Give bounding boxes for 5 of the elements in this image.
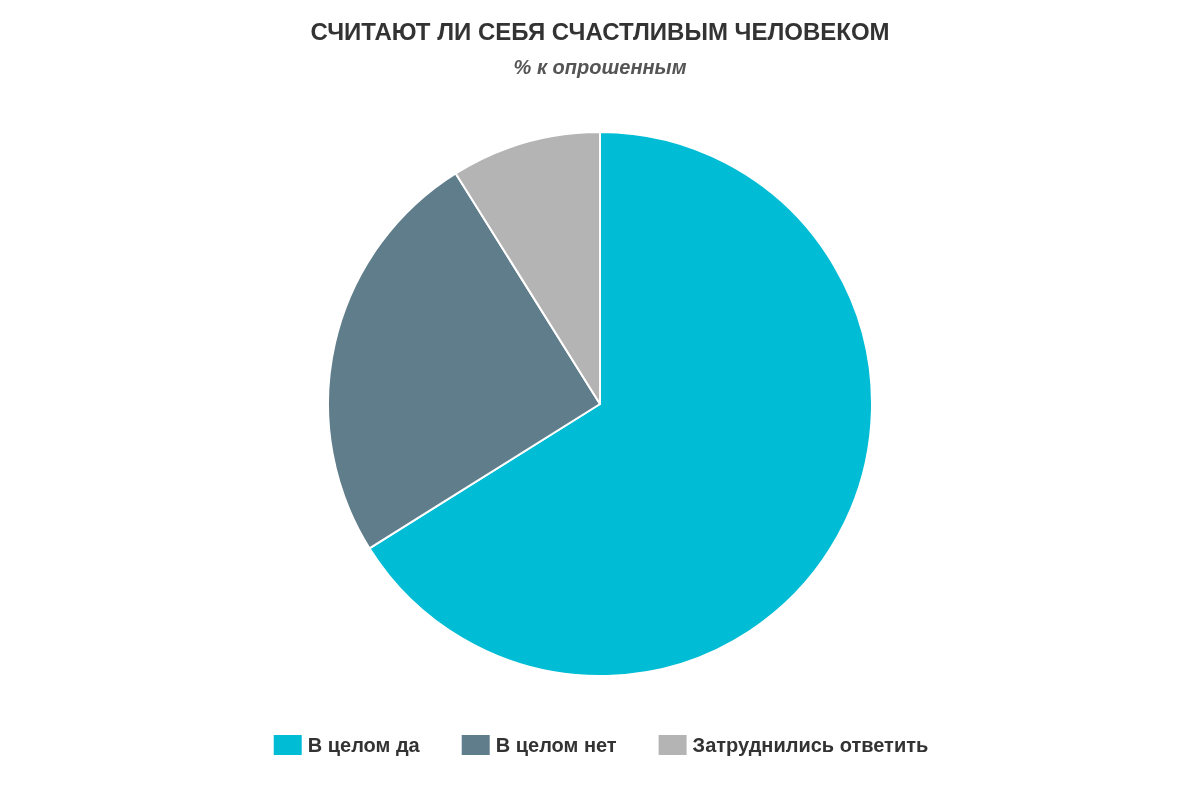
legend-label: В целом да xyxy=(307,734,421,756)
chart-title: СЧИТАЮТ ЛИ СЕБЯ СЧАСТЛИВЫМ ЧЕЛОВЕКОМ xyxy=(310,17,890,45)
legend-label: Затруднились ответить xyxy=(692,734,929,756)
legend-label: В целом нет xyxy=(495,734,617,756)
chart-subtitle: % к опрошенным xyxy=(513,56,687,78)
